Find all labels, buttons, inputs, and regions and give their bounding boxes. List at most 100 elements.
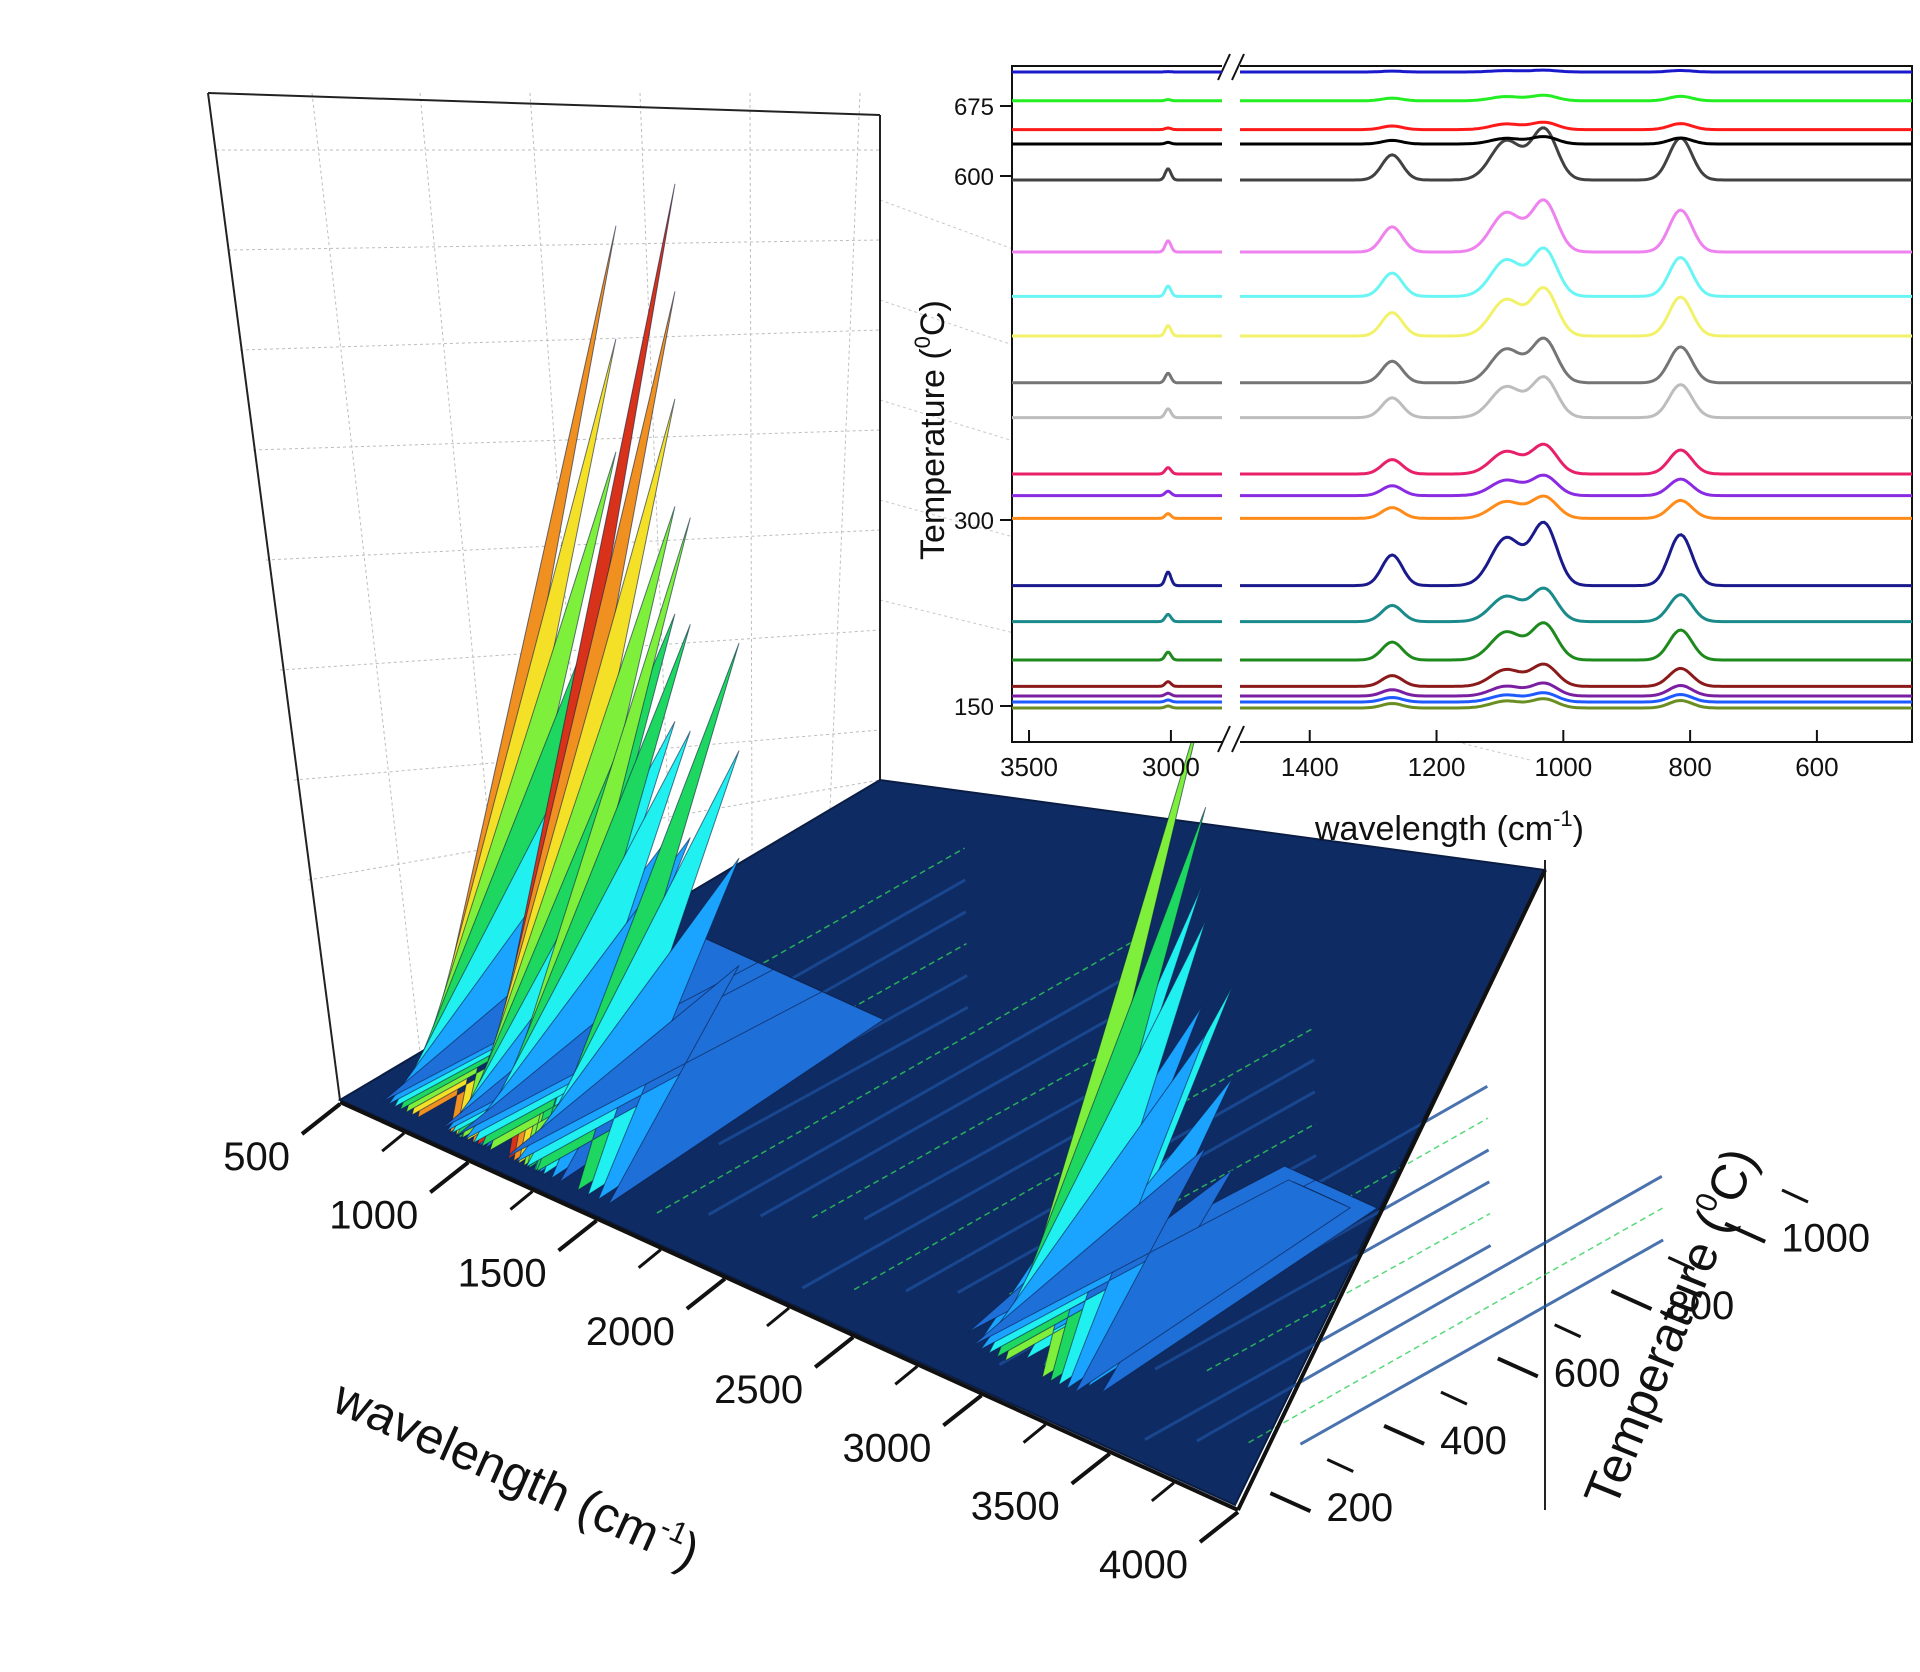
inset-y-axis-label: Temperature (0C) bbox=[910, 300, 952, 560]
y-minor-tick bbox=[1667, 1256, 1695, 1271]
x-minor-tick bbox=[1150, 1481, 1175, 1503]
inset-series-line bbox=[1012, 407, 1222, 420]
floor-streak bbox=[1154, 1180, 1491, 1371]
inset-series-line bbox=[1012, 167, 1222, 182]
inset-series-line bbox=[1240, 586, 1912, 624]
x-minor-tick bbox=[1022, 1423, 1047, 1444]
inset-series-line bbox=[1240, 494, 1912, 520]
x-axis-label: wavelength (cm-1) bbox=[325, 1368, 709, 1581]
y-tick bbox=[1383, 1423, 1425, 1446]
inset-series-line bbox=[1240, 621, 1912, 662]
inset-series-line bbox=[1012, 466, 1222, 476]
inset-y-axis-ticks: 150 300 600 675 bbox=[954, 94, 1012, 721]
x-minor-tick bbox=[894, 1365, 919, 1386]
inset-series-line bbox=[1012, 691, 1222, 698]
surface-peak-band bbox=[505, 965, 885, 1205]
inset-y-tick-label: 675 bbox=[954, 94, 994, 121]
x-minor-tick bbox=[381, 1131, 406, 1153]
inset-series-line bbox=[1012, 126, 1222, 132]
floor-streak bbox=[812, 1032, 1142, 1219]
inset-x-tick-label: 3000 bbox=[1142, 752, 1200, 782]
inset-series-line bbox=[1240, 336, 1912, 385]
inset-series-line bbox=[1240, 662, 1912, 688]
inset-series-line bbox=[1012, 239, 1222, 254]
x-tick-label: 1000 bbox=[329, 1193, 418, 1237]
inset-series-line bbox=[1240, 375, 1912, 420]
x-tick-label: 3000 bbox=[842, 1426, 931, 1470]
inset-series-line bbox=[1012, 371, 1222, 385]
y-tick-label: 400 bbox=[1440, 1419, 1507, 1463]
inset-x-tick-label: 3500 bbox=[1000, 752, 1058, 782]
inset-x-tick-label: 600 bbox=[1795, 752, 1838, 782]
floor-streak bbox=[1206, 1212, 1491, 1372]
x-tick bbox=[429, 1160, 470, 1194]
y-axis-line bbox=[1236, 869, 1547, 1511]
x-tick-label: 500 bbox=[223, 1135, 290, 1179]
inset-series-line bbox=[1240, 246, 1912, 298]
inset-series-line bbox=[1240, 681, 1912, 698]
x-tick bbox=[557, 1219, 598, 1253]
floor-streak bbox=[718, 1006, 969, 1146]
inset-y-tick-label: 300 bbox=[954, 508, 994, 535]
x-minor-tick bbox=[637, 1248, 662, 1269]
inset-y-tick-label: 600 bbox=[954, 164, 994, 191]
surface-peaks bbox=[382, 183, 1378, 1394]
floor-streak bbox=[1299, 1238, 1664, 1446]
inset-series-line bbox=[1012, 284, 1222, 298]
inset-series-line bbox=[1240, 697, 1912, 710]
inset-series-line bbox=[1012, 680, 1222, 688]
inset-series-line bbox=[1240, 120, 1912, 132]
x-minor-tick bbox=[509, 1190, 534, 1211]
inset-series-line bbox=[1012, 650, 1222, 662]
x-tick bbox=[300, 1102, 342, 1136]
inset-series-line bbox=[1240, 691, 1912, 704]
y-tick-label: 1000 bbox=[1781, 1217, 1870, 1261]
inset-series-line bbox=[1240, 286, 1912, 338]
y-minor-tick bbox=[1326, 1458, 1354, 1473]
y-minor-tick bbox=[1440, 1390, 1468, 1406]
inset-x-tick-label: 1200 bbox=[1408, 752, 1466, 782]
y-axis-ticks: 200 400 600 800 1000 bbox=[1269, 1188, 1870, 1530]
x-tick bbox=[1070, 1452, 1111, 1486]
inset-series-line bbox=[1012, 512, 1222, 520]
y-axis-label: Temperature (0C) bbox=[1572, 1140, 1767, 1514]
y-tick-label: 600 bbox=[1554, 1351, 1621, 1395]
y-tick bbox=[1724, 1221, 1766, 1244]
x-axis-line bbox=[339, 1100, 1239, 1512]
inset-series-line bbox=[1240, 126, 1912, 182]
inset-x-axis-ticks: 3500 3000 1400 1200 1000 800 600 bbox=[1000, 730, 1839, 782]
x-minor-tick bbox=[766, 1306, 790, 1328]
x-tick-label: 1500 bbox=[458, 1252, 547, 1296]
floor-streak bbox=[707, 968, 1141, 1216]
inset-line-chart: 3500 3000 1400 1200 1000 800 600 150300600675 … bbox=[910, 53, 1913, 848]
inset-x-tick-label: 1000 bbox=[1534, 752, 1592, 782]
x-tick bbox=[1198, 1510, 1240, 1544]
inset-series-line bbox=[1012, 698, 1222, 704]
inset-plot-area bbox=[1011, 65, 1913, 743]
x-axis-ticks: 500 1000 1500 2000 2500 3000 3500 4000 bbox=[223, 1102, 1240, 1587]
inset-x-tick-label: 1400 bbox=[1281, 752, 1339, 782]
inset-x-tick-label: 800 bbox=[1668, 752, 1711, 782]
y-minor-tick bbox=[1554, 1323, 1582, 1339]
inset-series-line bbox=[1240, 442, 1912, 476]
x-tick bbox=[685, 1277, 727, 1311]
inset-series-line bbox=[1240, 93, 1912, 103]
inset-series-line bbox=[1240, 135, 1912, 146]
x-tick bbox=[942, 1393, 983, 1427]
inset-x-axis-label: wavelength (cm-1) bbox=[1314, 806, 1584, 848]
inset-series-line bbox=[1240, 68, 1912, 74]
axes-frame bbox=[207, 92, 1546, 1510]
x-tick-label: 2500 bbox=[714, 1368, 803, 1412]
inset-series bbox=[1012, 68, 1912, 710]
inset-y-tick-label: 150 bbox=[954, 694, 994, 721]
y-tick bbox=[1496, 1356, 1539, 1379]
floor-streak bbox=[656, 937, 1140, 1214]
inset-series-line bbox=[1012, 613, 1222, 624]
y-minor-tick bbox=[1781, 1188, 1809, 1204]
x-tick-label: 2000 bbox=[586, 1310, 675, 1354]
y-tick bbox=[1269, 1491, 1312, 1513]
x-tick-label: 3500 bbox=[971, 1485, 1060, 1529]
y-tick bbox=[1610, 1289, 1653, 1311]
inset-series-line bbox=[1240, 520, 1912, 588]
